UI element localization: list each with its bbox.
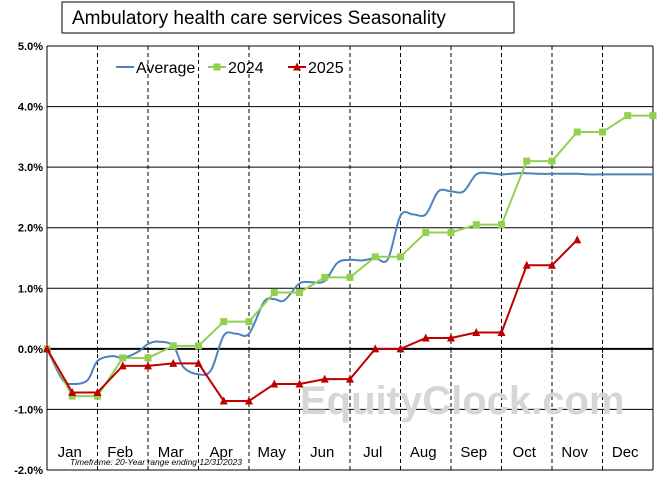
point-2024 — [213, 63, 221, 71]
point-2025 — [346, 374, 354, 383]
point-2025 — [320, 374, 329, 383]
x-month-label: Dec — [612, 444, 639, 461]
point-2024 — [321, 273, 329, 281]
x-month-label: May — [258, 444, 287, 461]
y-tick-label: 2.0% — [18, 223, 43, 235]
point-2025 — [270, 379, 279, 388]
point-2024 — [195, 342, 202, 350]
watermark: EquityClock.com — [300, 379, 625, 423]
point-2024 — [94, 392, 101, 400]
series-2025 — [43, 235, 582, 405]
x-month-label: Jan — [58, 444, 82, 461]
y-tick-label: 0.0% — [18, 344, 43, 356]
legend-label-average: Average — [136, 60, 195, 77]
x-month-label: Feb — [107, 444, 133, 461]
legend: Average 2024 2025 — [116, 60, 344, 77]
point-2025 — [169, 358, 178, 367]
point-2024 — [599, 128, 606, 136]
y-tick-label: 1.0% — [18, 283, 43, 295]
legend-label-2025: 2025 — [308, 60, 344, 77]
grid-lines — [47, 45, 653, 471]
chart-title: Ambulatory health care services Seasonal… — [72, 8, 446, 29]
point-2024 — [371, 253, 379, 261]
point-2025 — [118, 361, 127, 370]
point-2024 — [220, 318, 228, 326]
point-2024 — [624, 112, 632, 120]
point-2024 — [523, 157, 531, 165]
point-2024 — [548, 157, 556, 165]
point-2025 — [293, 62, 301, 71]
point-2025 — [144, 361, 152, 370]
series-2024 — [43, 112, 657, 400]
point-2025 — [573, 235, 582, 244]
point-2025 — [295, 379, 304, 388]
point-2024 — [447, 229, 455, 237]
point-2025 — [68, 387, 77, 396]
point-2025 — [548, 260, 556, 269]
x-month-label: Aug — [410, 444, 437, 461]
legend-label-2024: 2024 — [228, 60, 264, 77]
point-2024 — [346, 273, 354, 281]
point-2025 — [43, 344, 51, 353]
point-2024 — [270, 289, 278, 297]
point-2025 — [522, 260, 531, 269]
point-2024 — [397, 253, 404, 261]
point-2024 — [498, 221, 505, 229]
point-2024 — [573, 128, 581, 136]
series-average — [46, 171, 653, 386]
point-2025 — [93, 387, 102, 396]
point-2024 — [169, 342, 177, 350]
timeframe-footnote: Timeframe: 20-Year range ending 12/31/20… — [70, 457, 242, 467]
y-axis-ticks: 5.0% 4.0% 3.0% 2.0% 1.0% 0.0% -1.0% -2.0% — [14, 41, 43, 477]
series-group — [43, 112, 657, 405]
y-tick-label: 4.0% — [18, 102, 43, 114]
line-average — [46, 171, 653, 386]
x-axis-months: Jan Feb Mar Apr May Jun Jul Aug Sep Oct Nov Dec — [58, 444, 639, 461]
x-month-label: Mar — [158, 444, 184, 461]
point-2025 — [219, 396, 228, 405]
point-2025 — [472, 328, 481, 337]
point-2025 — [396, 344, 405, 353]
point-2024 — [144, 354, 152, 362]
y-tick-label: -2.0% — [14, 465, 43, 477]
point-2024 — [296, 289, 303, 297]
x-month-label: Apr — [210, 444, 233, 461]
point-2024 — [472, 221, 480, 229]
point-2025 — [194, 358, 203, 367]
point-2025 — [497, 328, 506, 337]
x-month-label: Oct — [513, 444, 537, 461]
y-tick-label: -1.0% — [14, 404, 43, 416]
y-tick-label: 5.0% — [18, 41, 43, 53]
point-2025 — [371, 344, 380, 353]
line-2025 — [46, 239, 578, 402]
point-2025 — [447, 333, 455, 342]
x-month-label: Sep — [460, 444, 487, 461]
point-2025 — [421, 333, 430, 342]
x-month-label: Jun — [310, 444, 334, 461]
x-month-label: Nov — [561, 444, 588, 461]
title-box — [61, 1, 515, 34]
point-2024 — [422, 229, 430, 237]
point-2024 — [649, 112, 657, 120]
point-2024 — [68, 392, 76, 400]
point-2025 — [245, 396, 253, 405]
y-tick-label: 3.0% — [18, 162, 43, 174]
point-2024 — [245, 318, 253, 326]
x-month-label: Jul — [363, 444, 382, 461]
point-2024 — [119, 354, 127, 362]
